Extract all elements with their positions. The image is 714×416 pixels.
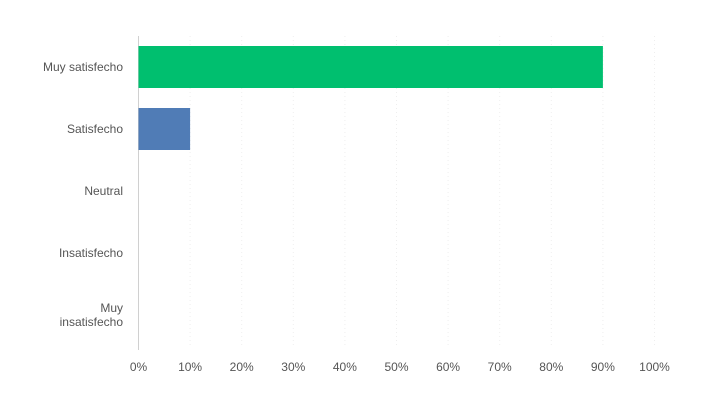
x-tick-label: 90% xyxy=(591,360,615,374)
x-tick-label: 60% xyxy=(436,360,460,374)
x-tick-label: 30% xyxy=(281,360,305,374)
x-tick-label: 70% xyxy=(488,360,512,374)
y-tick-label: Muy satisfecho xyxy=(42,60,123,74)
x-tick-label: 10% xyxy=(178,360,202,374)
x-tick-label: 40% xyxy=(333,360,357,374)
x-tick-label: 100% xyxy=(639,360,670,374)
x-tick-label: 80% xyxy=(539,360,563,374)
bar xyxy=(138,108,191,150)
y-tick-label: Insatisfecho xyxy=(58,246,123,260)
x-tick-label: 20% xyxy=(230,360,254,374)
y-tick-label: Satisfecho xyxy=(66,122,123,136)
y-tick-label: Muy insatisfecho xyxy=(59,301,123,329)
y-tick-label: Neutral xyxy=(84,184,123,198)
x-tick-label: 0% xyxy=(130,360,148,374)
bar xyxy=(138,46,603,88)
x-tick-label: 50% xyxy=(384,360,408,374)
